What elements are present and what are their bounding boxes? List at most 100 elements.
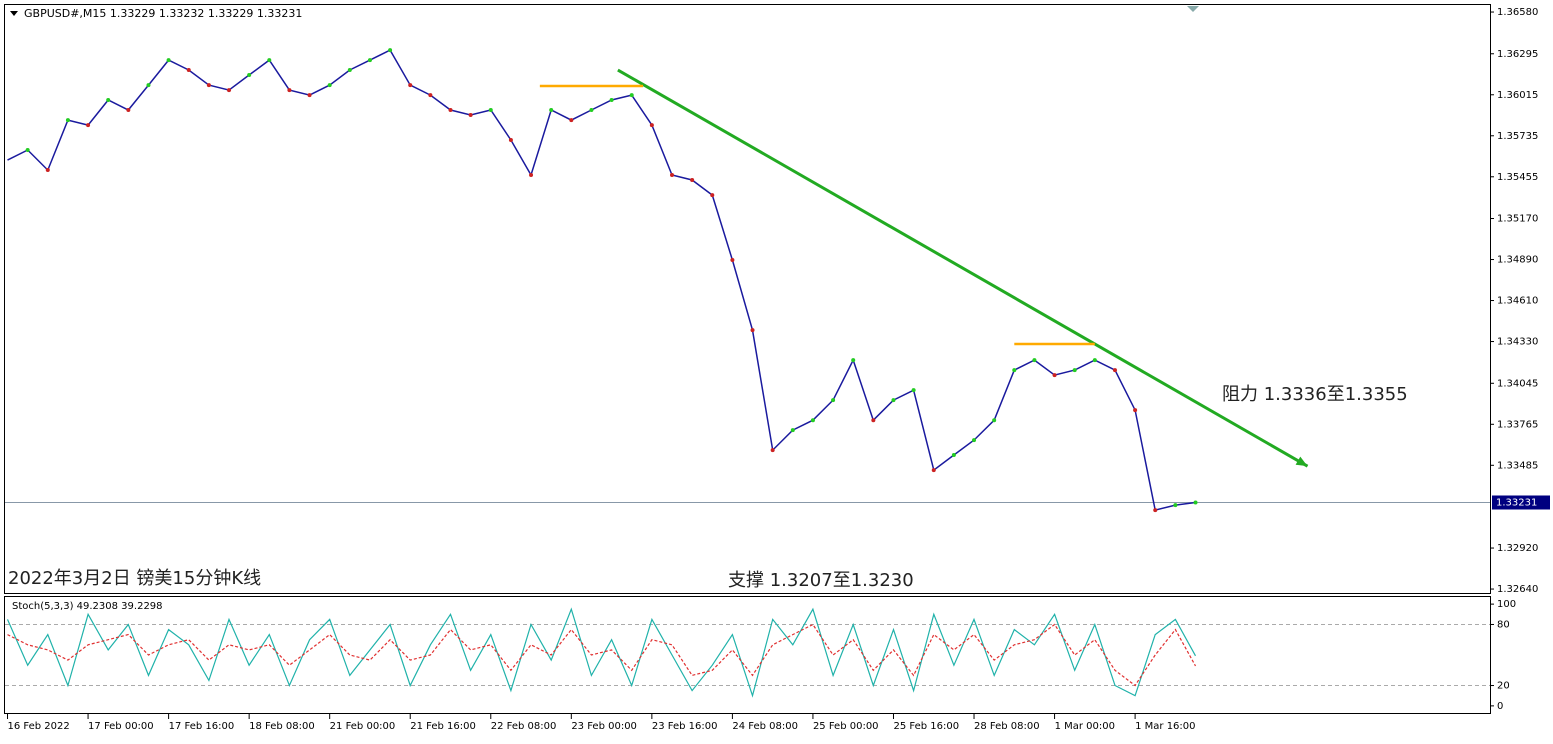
x-tick-label: 28 Feb 08:00 (974, 721, 1040, 732)
y-tick-label: 80 (1497, 619, 1510, 630)
x-tick-label: 18 Feb 08:00 (249, 721, 315, 732)
price-point (589, 108, 594, 113)
price-point (367, 58, 372, 63)
scroll-marker (1187, 6, 1199, 12)
y-tick-label: 1.32640 (1497, 584, 1538, 595)
annotation: 阻力 1.3336至1.3355 (1222, 384, 1408, 405)
price-point (951, 453, 956, 458)
y-tick-label: 1.34045 (1497, 378, 1538, 389)
price-point (166, 58, 171, 63)
x-tick-label: 25 Feb 16:00 (893, 721, 959, 732)
x-tick-label: 1 Mar 16:00 (1135, 721, 1195, 732)
price-point (1012, 368, 1017, 373)
current-price-box (1492, 495, 1550, 510)
price-point (649, 123, 654, 128)
price-point (851, 358, 856, 363)
price-point (126, 108, 131, 113)
price-point (710, 193, 715, 198)
price-point (428, 93, 433, 98)
price-point (25, 147, 30, 152)
x-tick-label: 25 Feb 00:00 (813, 721, 879, 732)
price-point (146, 83, 151, 88)
chart-title: GBPUSD#,M15 1.33229 1.33232 1.33229 1.33… (24, 7, 302, 20)
x-tick-label: 17 Feb 16:00 (169, 721, 235, 732)
y-tick-label: 100 (1497, 599, 1516, 610)
price-point (448, 108, 453, 113)
annotation: 2022年3月2日 镑美15分钟K线 (8, 568, 261, 589)
stoch-line (7, 623, 1197, 687)
y-tick-label: 20 (1497, 681, 1510, 692)
stoch-frame (4, 596, 1491, 714)
price-point (45, 168, 50, 173)
price-point (629, 93, 634, 98)
y-tick-label: 1.34330 (1497, 337, 1538, 348)
price-point (891, 398, 896, 403)
y-tick-label: 1.36295 (1497, 49, 1538, 60)
price-point (1112, 368, 1117, 373)
y-tick-label: 1.36580 (1497, 7, 1538, 18)
y-tick-label: 1.34890 (1497, 255, 1538, 266)
price-point (508, 138, 513, 143)
trend-line (617, 68, 1309, 468)
menu-marker (10, 11, 18, 16)
price-point (1173, 503, 1178, 508)
y-tick-label: 1.35170 (1497, 214, 1538, 225)
y-tick-label: 1.35735 (1497, 131, 1538, 142)
x-tick-label: 22 Feb 08:00 (491, 721, 557, 732)
annotation: 支撑 1.3207至1.3230 (728, 570, 914, 591)
x-tick-label: 23 Feb 00:00 (571, 721, 637, 732)
price-point (347, 68, 352, 73)
price-point (1032, 358, 1037, 363)
price-point (1052, 373, 1057, 378)
stoch-title: Stoch(5,3,3) 49.2308 39.2298 (12, 601, 163, 612)
price-point (911, 388, 916, 393)
price-point (1133, 408, 1138, 413)
price-point (206, 83, 211, 88)
price-point (810, 418, 815, 423)
price-point (468, 112, 473, 117)
price-point (65, 118, 70, 123)
price-point (86, 123, 91, 128)
y-tick-label: 1.32920 (1497, 543, 1538, 554)
price-point (327, 83, 332, 88)
current-price-label: 1.33231 (1496, 497, 1537, 508)
price-point (871, 418, 876, 423)
x-tick-label: 23 Feb 16:00 (652, 721, 718, 732)
price-point (690, 178, 695, 183)
x-tick-label: 21 Feb 16:00 (410, 721, 476, 732)
price-point (488, 108, 493, 113)
price-point (287, 88, 292, 93)
trend-arrow-head (1295, 456, 1308, 467)
price-point (770, 448, 775, 453)
price-point (609, 98, 614, 103)
price-point (247, 73, 252, 78)
stoch-line (6, 607, 1197, 698)
x-tick-label: 1 Mar 00:00 (1055, 721, 1115, 732)
price-point (1193, 500, 1198, 505)
y-tick-label: 1.33765 (1497, 419, 1538, 430)
price-point (831, 398, 836, 403)
price-line (7, 49, 1196, 512)
price-point (569, 118, 574, 123)
y-tick-label: 1.36015 (1497, 90, 1538, 101)
price-point (972, 438, 977, 443)
price-point (1153, 508, 1158, 513)
price-point (307, 93, 312, 98)
price-point (992, 418, 997, 423)
y-tick-label: 1.35455 (1497, 172, 1538, 183)
price-point (388, 48, 393, 53)
price-point (267, 58, 272, 63)
price-point (750, 328, 755, 333)
price-point (669, 173, 674, 178)
x-tick-label: 24 Feb 08:00 (732, 721, 798, 732)
price-point (790, 428, 795, 433)
price-point (1092, 358, 1097, 363)
x-tick-label: 17 Feb 00:00 (88, 721, 154, 732)
price-point (408, 83, 413, 88)
price-point (730, 257, 735, 262)
price-point (1072, 368, 1077, 373)
y-tick-label: 1.33485 (1497, 460, 1538, 471)
